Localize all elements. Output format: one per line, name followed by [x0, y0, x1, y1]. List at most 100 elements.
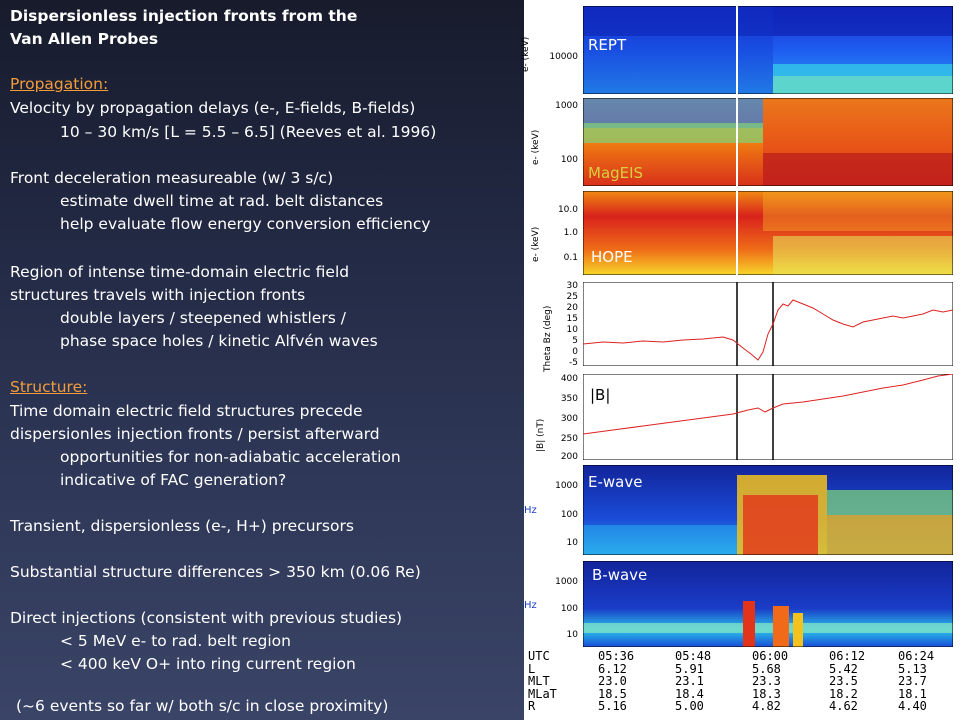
hope-tick: 10.0	[557, 205, 578, 215]
text-line: Substantial structure differences > 350 …	[10, 563, 421, 581]
theta-tick: 25	[566, 292, 578, 302]
ephemeris-col: 05:48 5.91 23.1 18.4 5.00	[675, 650, 711, 713]
title-line-1: Dispersionless injection fronts from the	[10, 7, 358, 25]
ewave-hz: Hz	[524, 505, 537, 516]
rept-ylabel: e- (keV)	[521, 36, 531, 72]
text-line: opportunities for non-adiabatic accelera…	[60, 448, 401, 466]
ephemeris-col: 06:00 5.68 23.3 18.3 4.82	[752, 650, 788, 713]
table-cell: 5.13	[898, 661, 927, 676]
text-line: Transient, dispersionless (e-, H+) precu…	[10, 517, 354, 535]
text-line: 10 – 30 km/s [L = 5.5 – 6.5] (Reeves et …	[60, 123, 437, 141]
text-line: double layers / steepened whistlers /	[60, 309, 346, 327]
rept-tick: 10000	[549, 52, 578, 62]
table-cell: 18.5	[598, 686, 627, 701]
bwave-tick: 100	[560, 604, 578, 614]
text-line: Region of intense time-domain electric f…	[10, 263, 350, 281]
table-cell: 23.7	[898, 674, 927, 688]
row-label: MLT	[528, 674, 550, 688]
table-cell: 5.91	[675, 661, 704, 676]
table-cell: 18.4	[675, 686, 704, 701]
theta-tick: 5	[572, 336, 578, 346]
row-label: L	[528, 661, 536, 676]
b-tick: 200	[560, 452, 578, 462]
bwave-tick: 10	[566, 630, 578, 640]
table-cell: 5.00	[675, 699, 704, 713]
theta-tick: 0	[572, 347, 578, 357]
theta-tick: 30	[566, 281, 578, 291]
text-line: Direct injections (consistent with previ…	[10, 609, 403, 627]
row-label: UTC	[528, 649, 550, 663]
theta-bz-plot	[583, 282, 953, 366]
text-line: < 400 keV O+ into ring current region	[60, 655, 356, 673]
table-cell: 6.12	[598, 661, 627, 676]
title-line-2: Van Allen Probes	[10, 30, 159, 48]
theta-tick: 20	[566, 303, 578, 313]
theta-tick: 10	[566, 325, 578, 335]
ephemeris-row-labels: UTC L MLT MLaT R	[528, 650, 557, 713]
ewave-tick: 1000	[555, 481, 578, 491]
ewave-tick: 10	[566, 538, 578, 548]
text-line: Front deceleration measureable (w/ 3 s/c…	[10, 169, 334, 187]
ewave-tick: 100	[560, 510, 578, 520]
b-tick: 400	[560, 374, 578, 384]
table-cell: 23.5	[829, 674, 858, 688]
b-tick: 350	[560, 394, 578, 404]
rept-label: REPT	[588, 36, 627, 54]
table-cell: 4.82	[752, 699, 781, 713]
rept-spectrogram	[583, 6, 953, 94]
table-cell: 23.0	[598, 674, 627, 688]
bwave-spectrogram	[583, 561, 953, 647]
mageis-label: MagEIS	[588, 164, 644, 182]
table-cell: 06:24	[898, 649, 935, 663]
text-line: < 5 MeV e- to rad. belt region	[60, 632, 291, 650]
table-cell: 5.68	[752, 661, 781, 676]
structure-heading: Structure:	[10, 378, 88, 396]
mageis-tick: 100	[560, 155, 578, 165]
table-cell: 18.3	[752, 686, 781, 701]
mageis-tick: 1000	[555, 101, 578, 111]
text-line: dispersionles injection fronts / persist…	[10, 425, 380, 443]
theta-ylabel: Theta Bz (deg)	[543, 305, 553, 372]
text-line: help evaluate flow energy conversion eff…	[60, 215, 431, 233]
theta-tick: -5	[569, 358, 578, 368]
table-cell: 23.1	[675, 674, 704, 688]
bmag-label: |B|	[590, 386, 611, 404]
bwave-hz: Hz	[524, 600, 537, 611]
text-line: Velocity by propagation delays (e-, E-fi…	[10, 99, 416, 117]
hope-tick: 0.1	[563, 253, 578, 263]
table-cell: 06:00	[752, 649, 789, 663]
text-line: indicative of FAC generation?	[60, 471, 287, 489]
text-line: structures travels with injection fronts	[10, 286, 306, 304]
theta-tick: 15	[566, 314, 578, 324]
table-cell: 5.16	[598, 699, 627, 713]
ewave-label: E-wave	[588, 473, 643, 491]
ephemeris-col: 06:12 5.42 23.5 18.2 4.62	[829, 650, 865, 713]
bmag-plot	[583, 374, 953, 460]
table-cell: 18.1	[898, 686, 927, 701]
hope-spectrogram	[583, 191, 953, 275]
propagation-heading: Propagation:	[10, 75, 109, 93]
text-line: phase space holes / kinetic Alfvén waves	[60, 332, 378, 350]
table-cell: 05:48	[675, 649, 712, 663]
ewave-spectrogram	[583, 465, 953, 555]
text-line: (~6 events so far w/ both s/c in close p…	[16, 697, 389, 715]
bwave-label: B-wave	[592, 566, 648, 584]
hope-label: HOPE	[591, 248, 633, 266]
row-label: MLaT	[528, 686, 557, 701]
b-tick: 250	[560, 434, 578, 444]
table-cell: 4.62	[829, 699, 858, 713]
table-cell: 23.3	[752, 674, 781, 688]
bwave-tick: 1000	[555, 577, 578, 587]
text-line: Time domain electric field structures pr…	[10, 402, 363, 420]
hope-tick: 1.0	[563, 228, 578, 238]
text-line: estimate dwell time at rad. belt distanc…	[60, 192, 384, 210]
table-cell: 5.42	[829, 661, 858, 676]
table-cell: 05:36	[598, 649, 635, 663]
text-panel: Dispersionless injection fronts from the…	[0, 0, 524, 720]
row-label: R	[528, 699, 536, 713]
ephemeris-col: 06:24 5.13 23.7 18.1 4.40	[898, 650, 934, 713]
mageis-spectrogram	[583, 98, 953, 186]
b-tick: 300	[560, 414, 578, 424]
ephemeris-col: 05:36 6.12 23.0 18.5 5.16	[598, 650, 634, 713]
